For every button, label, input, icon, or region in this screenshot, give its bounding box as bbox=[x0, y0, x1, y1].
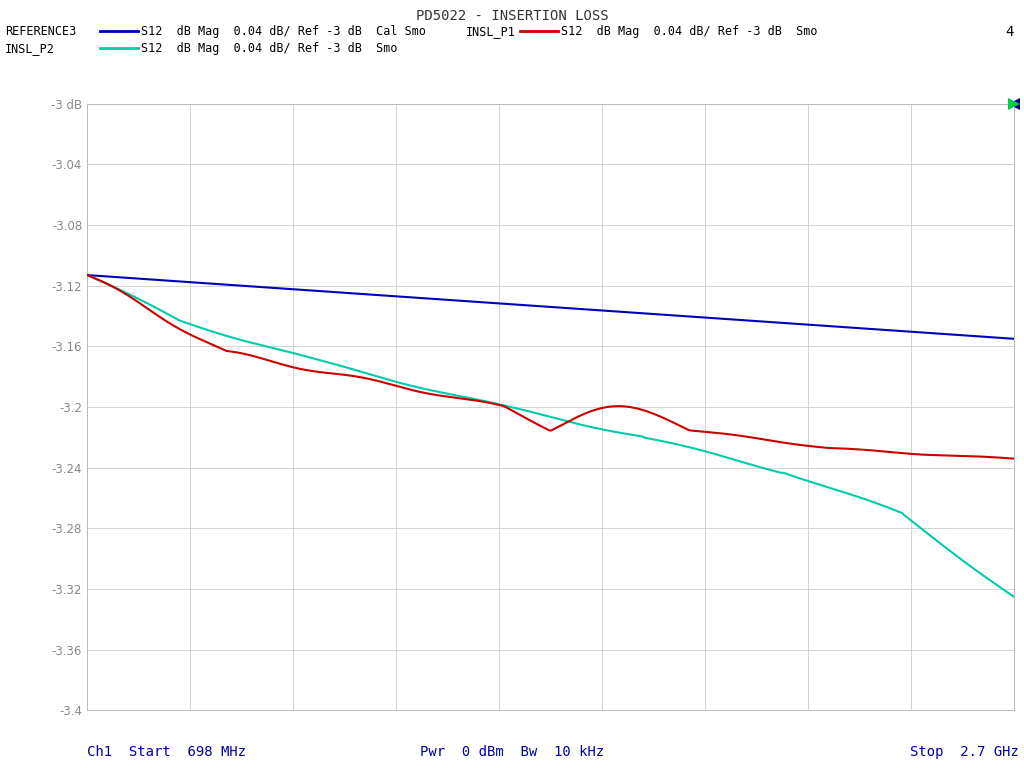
Text: INSL_P2: INSL_P2 bbox=[5, 42, 55, 55]
Text: S12  dB Mag  0.04 dB/ Ref -3 dB  Smo: S12 dB Mag 0.04 dB/ Ref -3 dB Smo bbox=[141, 42, 397, 55]
Text: S12  dB Mag  0.04 dB/ Ref -3 dB  Cal Smo: S12 dB Mag 0.04 dB/ Ref -3 dB Cal Smo bbox=[141, 25, 426, 38]
Text: PD5022 - INSERTION LOSS: PD5022 - INSERTION LOSS bbox=[416, 9, 608, 23]
Text: Pwr  0 dBm  Bw  10 kHz: Pwr 0 dBm Bw 10 kHz bbox=[420, 745, 604, 759]
Text: Ch1  Start  698 MHz: Ch1 Start 698 MHz bbox=[87, 745, 246, 759]
Text: 4: 4 bbox=[1006, 25, 1014, 38]
Text: REFERENCE3: REFERENCE3 bbox=[5, 25, 77, 38]
Text: INSL_P1: INSL_P1 bbox=[466, 25, 516, 38]
Text: Stop  2.7 GHz: Stop 2.7 GHz bbox=[910, 745, 1019, 759]
Text: S12  dB Mag  0.04 dB/ Ref -3 dB  Smo: S12 dB Mag 0.04 dB/ Ref -3 dB Smo bbox=[561, 25, 817, 38]
